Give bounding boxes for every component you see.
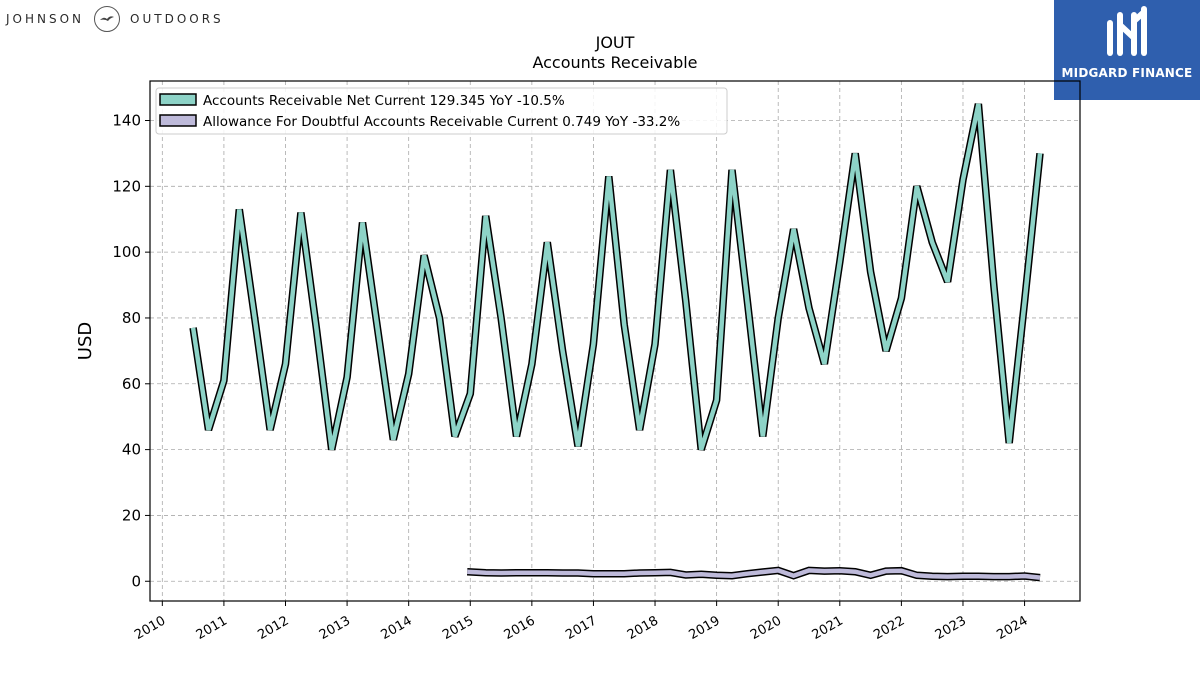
logo-text-left: JOHNSON	[6, 12, 85, 26]
axis-ticks: 0 20 40 60 80 100 120 140 2010 2011 2012 2013 2014 20…	[112, 111, 1030, 643]
bird-emblem-icon	[94, 6, 121, 32]
series-line-1	[190, 103, 1043, 451]
legend: Accounts Receivable Net Current 129.345 …	[155, 87, 728, 135]
series-lines	[189, 103, 1044, 582]
x-tick-label: 2014	[379, 613, 415, 643]
x-tick-label: 2023	[933, 613, 969, 643]
x-tick-label: 2010	[132, 613, 168, 643]
badge-label: MIDGARD FINANCE	[1061, 66, 1193, 80]
midgard-finance-badge: MIDGARD FINANCE	[1054, 0, 1200, 100]
chart-title: JOUT	[595, 33, 635, 52]
x-tick-label: 2011	[194, 613, 230, 643]
legend-swatch-2	[159, 114, 197, 127]
x-tick-label: 2016	[502, 613, 538, 643]
legend-label-1: Accounts Receivable Net Current 129.345 …	[203, 93, 565, 109]
series-line-2	[467, 568, 1041, 580]
legend-box	[155, 87, 728, 135]
x-tick-label: 2015	[440, 613, 476, 643]
x-tick-label: 2012	[255, 613, 291, 643]
y-tick-label: 20	[122, 506, 141, 524]
x-tick-label: 2024	[994, 613, 1030, 643]
y-tick-label: 140	[112, 111, 141, 129]
chart-subtitle: Accounts Receivable	[532, 53, 697, 72]
y-tick-label: 80	[122, 309, 141, 327]
y-tick-label: 100	[112, 243, 141, 261]
y-axis-label: USD	[75, 322, 96, 360]
legend-label-2: Allowance For Doubtful Accounts Receivab…	[203, 114, 680, 130]
x-tick-label: 2013	[317, 613, 353, 643]
x-tick-label: 2018	[625, 613, 661, 643]
y-tick-label: 60	[122, 375, 141, 393]
x-tick-label: 2021	[810, 613, 846, 643]
y-tick-label: 120	[112, 177, 141, 195]
company-logo: JOHNSON OUTDOORS	[6, 4, 224, 34]
legend-swatch-1	[159, 93, 197, 106]
x-tick-label: 2022	[871, 613, 907, 643]
x-tick-label: 2017	[563, 613, 599, 643]
plot-frame	[149, 80, 1081, 602]
x-tick-label: 2019	[686, 613, 722, 643]
series-outline-1	[189, 103, 1044, 451]
x-tick-label: 2020	[748, 613, 784, 643]
y-tick-label: 40	[122, 441, 141, 459]
y-tick-label: 0	[131, 572, 141, 590]
midgard-m-logo-icon	[1107, 6, 1147, 56]
logo-text-right: OUTDOORS	[130, 12, 224, 26]
